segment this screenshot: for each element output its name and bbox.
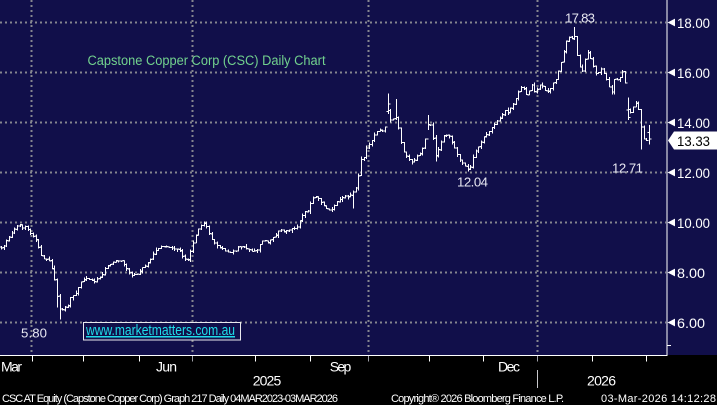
svg-text:www.marketmatters.com.au: www.marketmatters.com.au (85, 322, 235, 339)
svg-text:18.00: 18.00 (677, 15, 710, 31)
svg-text:16.00: 16.00 (677, 65, 710, 81)
svg-text:03-Mar-2026 14:12:28: 03-Mar-2026 14:12:28 (601, 393, 716, 405)
svg-text:14.00: 14.00 (677, 115, 710, 131)
svg-text:12.00: 12.00 (677, 165, 710, 181)
svg-text:Mar: Mar (1, 359, 22, 375)
svg-text:Copyright® 2026 Bloomberg Fina: Copyright® 2026 Bloomberg Finance L.P. (391, 393, 564, 405)
svg-text:17.83: 17.83 (565, 10, 595, 25)
svg-text:2026: 2026 (587, 373, 616, 389)
svg-text:Capstone Copper Corp (CSC) Dai: Capstone Copper Corp (CSC) Daily Chart (88, 53, 326, 68)
svg-text:2025: 2025 (253, 373, 282, 389)
svg-text:Sep: Sep (330, 359, 352, 375)
svg-text:CSC AT Equity (Capstone Copper: CSC AT Equity (Capstone Copper Corp) Gra… (2, 393, 338, 405)
svg-text:12.04: 12.04 (457, 175, 488, 190)
svg-text:10.00: 10.00 (677, 215, 710, 231)
svg-text:12.71: 12.71 (612, 160, 643, 175)
svg-text:8.00: 8.00 (677, 265, 705, 281)
svg-text:5.80: 5.80 (21, 326, 47, 341)
svg-text:Jun: Jun (156, 359, 177, 375)
svg-text:Dec: Dec (498, 359, 520, 375)
svg-text:13.33: 13.33 (677, 133, 710, 149)
svg-text:6.00: 6.00 (677, 315, 705, 331)
